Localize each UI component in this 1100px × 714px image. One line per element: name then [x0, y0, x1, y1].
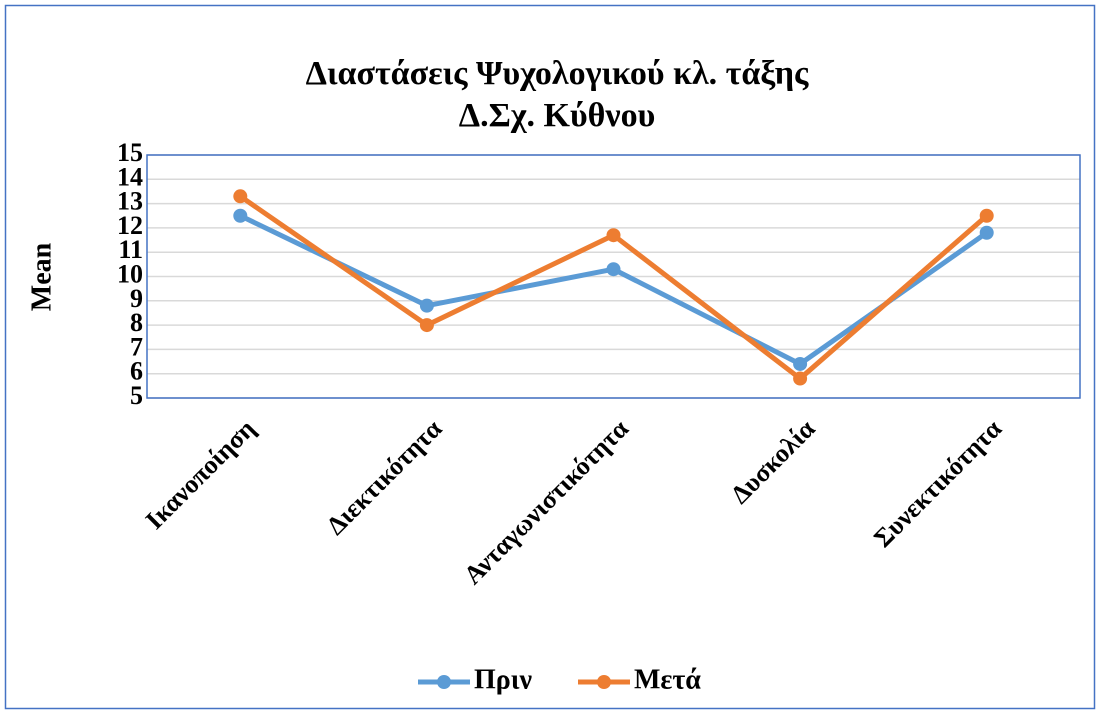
y-tick-label: 9: [130, 284, 143, 313]
data-point: [419, 318, 434, 333]
y-tick-label: 12: [117, 211, 143, 240]
data-point: [419, 298, 434, 313]
data-point: [979, 225, 994, 240]
legend-marker: [437, 675, 451, 689]
y-tick-label: 15: [117, 138, 143, 167]
chart-subtitle: Δ.Σχ. Κύθνου: [459, 97, 655, 134]
y-tick-label: 13: [117, 187, 143, 216]
plot-frame: [146, 154, 1081, 399]
legend-label: Πριν: [474, 664, 532, 695]
data-point: [606, 228, 621, 243]
chart-frame: [4, 4, 1096, 710]
data-point: [233, 189, 248, 204]
legend-label: Μετά: [634, 664, 701, 695]
data-point: [606, 262, 621, 277]
y-axis-label: Mean: [26, 242, 57, 311]
y-tick-label: 7: [130, 332, 143, 361]
data-point: [793, 371, 808, 386]
y-tick-label: 5: [130, 381, 143, 410]
y-tick-label: 11: [118, 235, 143, 264]
data-point: [793, 356, 808, 371]
chart-title: Διαστάσεις Ψυχολογικού κλ. τάξης: [306, 55, 809, 92]
y-tick-label: 6: [130, 357, 143, 386]
y-tick-label: 10: [117, 259, 143, 288]
data-point: [979, 208, 994, 223]
y-tick-label: 8: [130, 308, 143, 337]
data-point: [233, 208, 248, 223]
legend-marker: [597, 675, 611, 689]
y-tick-label: 14: [117, 162, 143, 191]
